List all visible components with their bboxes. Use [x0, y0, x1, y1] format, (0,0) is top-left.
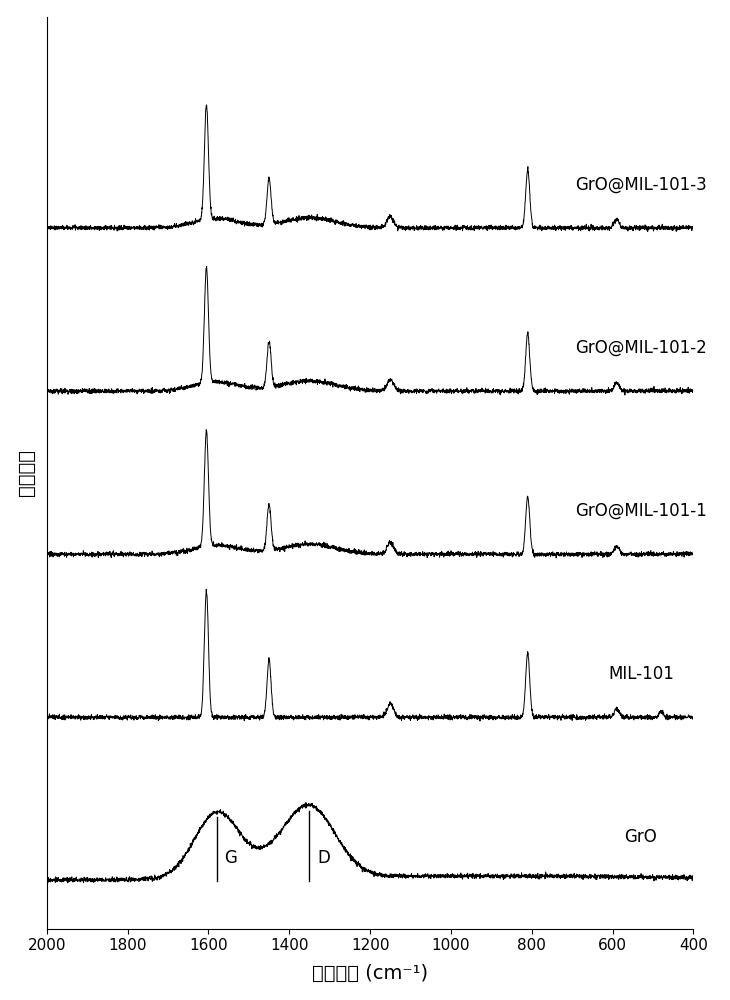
Text: GrO@MIL-101-1: GrO@MIL-101-1 — [575, 502, 707, 520]
X-axis label: 拉曼频移 (cm⁻¹): 拉曼频移 (cm⁻¹) — [312, 964, 429, 983]
Text: GrO: GrO — [624, 828, 657, 846]
Text: GrO@MIL-101-3: GrO@MIL-101-3 — [575, 175, 707, 193]
Text: GrO@MIL-101-2: GrO@MIL-101-2 — [575, 338, 707, 356]
Text: G: G — [225, 849, 237, 867]
Text: MIL-101: MIL-101 — [608, 665, 674, 683]
Text: D: D — [318, 849, 331, 867]
Y-axis label: 信号强度: 信号强度 — [17, 449, 36, 496]
